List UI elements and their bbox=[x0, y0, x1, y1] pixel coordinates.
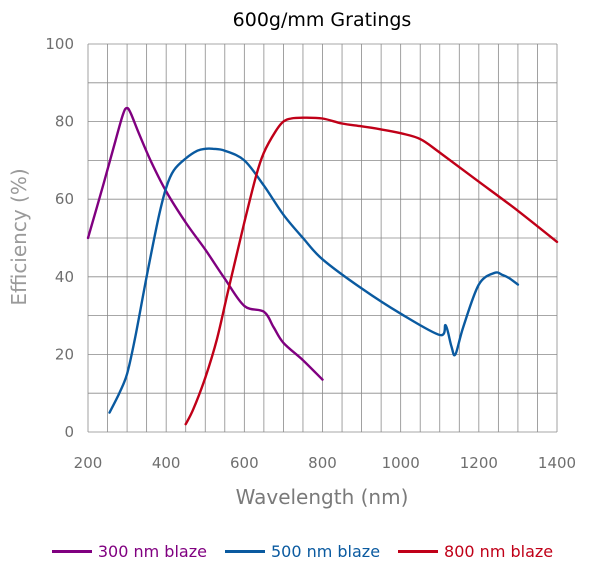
y-tick-label: 80 bbox=[55, 113, 74, 131]
x-tick-label: 200 bbox=[74, 454, 103, 472]
x-tick-label: 1000 bbox=[382, 454, 420, 472]
y-axis-label: Efficiency (%) bbox=[7, 168, 31, 305]
legend-swatch-500 bbox=[224, 549, 265, 553]
x-axis-label: Wavelength (nm) bbox=[236, 485, 409, 509]
tick-labels: 200 400 600 800 1000 1200 1400 0 20 40 60 80 100 bbox=[45, 35, 576, 472]
y-tick-label: 0 bbox=[64, 423, 74, 441]
y-tick-label: 60 bbox=[55, 190, 74, 208]
y-tick-label: 100 bbox=[45, 35, 74, 53]
y-tick-label: 20 bbox=[55, 345, 74, 363]
chart-title: 600g/mm Gratings bbox=[233, 9, 412, 31]
grid bbox=[87, 43, 558, 433]
legend-item-800: 800 nm blaze bbox=[398, 542, 553, 561]
x-tick-label: 600 bbox=[230, 454, 259, 472]
legend-label-300: 300 nm blaze bbox=[97, 541, 207, 561]
legend-label-800: 800 nm blaze bbox=[444, 541, 554, 561]
legend-item-500: 500 nm blaze bbox=[224, 541, 381, 561]
legend-item-300: 300 nm blaze bbox=[51, 541, 207, 561]
series-line-0 bbox=[86, 106, 324, 381]
x-tick-label: 1400 bbox=[538, 454, 576, 472]
legend-swatch-800 bbox=[398, 549, 439, 553]
series-line-2 bbox=[184, 116, 559, 426]
x-tick-label: 800 bbox=[308, 454, 337, 472]
legend: 300 nm blaze 500 nm blaze 800 nm blaze bbox=[0, 538, 605, 564]
series-layer bbox=[86, 106, 559, 426]
x-tick-label: 1200 bbox=[460, 454, 498, 472]
y-tick-label: 40 bbox=[55, 268, 74, 286]
legend-swatch-300 bbox=[51, 549, 92, 553]
x-tick-label: 400 bbox=[152, 454, 181, 472]
series-line-1 bbox=[108, 147, 520, 414]
legend-label-500: 500 nm blaze bbox=[270, 541, 381, 561]
